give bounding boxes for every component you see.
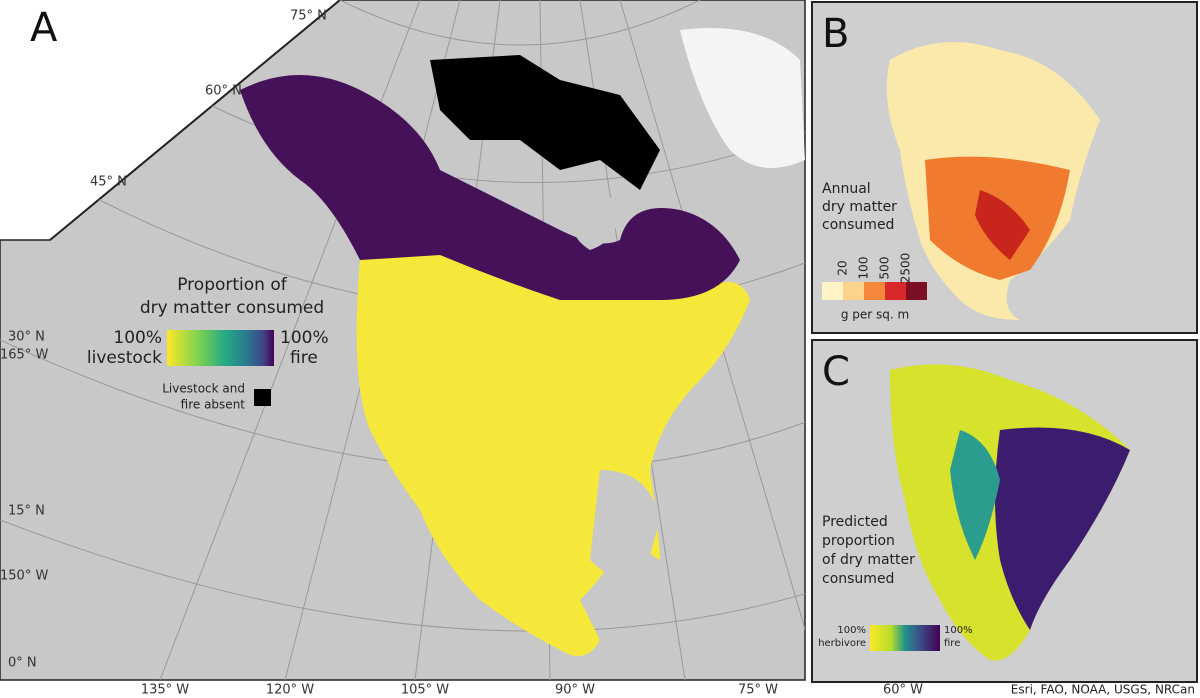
legend-swatch: [906, 282, 927, 300]
color-ramp: [167, 330, 274, 366]
lon-label: 105° W: [401, 683, 449, 698]
legend-title: dry matter consumed: [140, 298, 324, 318]
land-livestock: [356, 250, 750, 656]
land-fire: [995, 427, 1130, 630]
legend-label: Livestock and: [162, 382, 245, 396]
land-absent: [430, 55, 660, 190]
legend-label: 100%: [280, 328, 329, 348]
lon-label: 60° W: [883, 683, 923, 698]
legend-b: 20 100 500 2500: [822, 253, 927, 300]
legend-label: fire: [290, 348, 318, 368]
land-fire: [240, 75, 740, 300]
legend-tick-label: 100: [857, 257, 871, 280]
panel-a: A 75° N 60° N 45° N 30° N 165° W 15° N 1…: [0, 0, 923, 698]
lat-label: 165° W: [0, 348, 48, 363]
panel-b: B Annual dry matter consumed 20 100 500 250…: [811, 1, 1198, 334]
legend-swatch: [822, 282, 843, 300]
legend-label: herbivore: [818, 638, 866, 649]
lat-label: 150° W: [0, 569, 48, 584]
legend-tick-label: 500: [878, 257, 892, 280]
legend-title: Predicted: [822, 514, 888, 530]
legend-title: Proportion of: [177, 275, 288, 295]
panel-c: C Predicted proportion of dry matter con…: [811, 339, 1198, 683]
attribution: Esri, FAO, NOAA, USGS, NRCan: [1011, 683, 1195, 697]
land-veryhigh: [975, 190, 1030, 260]
legend-tick-label: 2500: [899, 253, 913, 284]
lat-label: 60° N: [205, 84, 242, 99]
lat-label: 0° N: [8, 656, 37, 671]
gulf: [590, 470, 660, 590]
panel-label: C: [822, 349, 850, 395]
legend-label: fire: [944, 638, 960, 649]
legend-swatch: [885, 282, 906, 300]
lat-label: 45° N: [90, 175, 127, 190]
panel-label: A: [30, 5, 58, 51]
lat-label: 75° N: [290, 9, 327, 24]
lon-label: 75° W: [738, 683, 778, 698]
lon-label: 135° W: [141, 683, 189, 698]
map-edge: [49, 0, 341, 241]
legend-label: fire absent: [181, 398, 246, 412]
legend-swatch: [843, 282, 864, 300]
legend-a: Proportion of dry matter consumed 100% l…: [87, 275, 329, 412]
greenland: [680, 28, 805, 168]
legend-label: 100%: [113, 328, 162, 348]
legend-title: consumed: [822, 571, 894, 587]
legend-title: of dry matter: [822, 552, 915, 568]
panel-label: B: [822, 11, 849, 57]
lon-label: 120° W: [266, 683, 314, 698]
legend-title: dry matter: [822, 199, 897, 215]
legend-title: consumed: [822, 217, 894, 233]
land-mixed: [950, 430, 1000, 560]
absent-swatch: [254, 389, 271, 406]
legend-title: proportion: [822, 533, 895, 549]
legend-unit: g per sq. m: [841, 308, 909, 322]
legend-label: livestock: [87, 348, 162, 368]
legend-swatch: [864, 282, 885, 300]
hudson-bay: [569, 193, 620, 250]
legend-label: 100%: [837, 625, 866, 636]
lon-label: 90° W: [555, 683, 595, 698]
lat-label: 30° N: [8, 330, 45, 345]
legend-title: Annual: [822, 181, 871, 197]
legend-tick-label: 20: [836, 260, 850, 275]
lat-label: 15° N: [8, 504, 45, 519]
color-ramp: [870, 625, 940, 651]
legend-label: 100%: [944, 625, 973, 636]
